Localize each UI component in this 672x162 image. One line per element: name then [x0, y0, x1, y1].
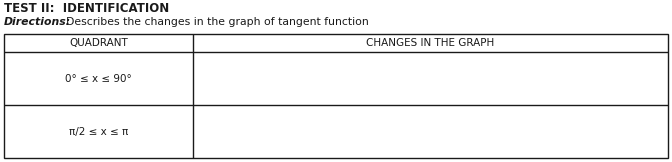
Text: QUADRANT: QUADRANT [69, 38, 128, 48]
Text: Describes the changes in the graph of tangent function: Describes the changes in the graph of ta… [59, 17, 369, 27]
Text: π/2 ≤ x ≤ π: π/2 ≤ x ≤ π [69, 127, 128, 137]
Text: CHANGES IN THE GRAPH: CHANGES IN THE GRAPH [366, 38, 495, 48]
Text: Directions:: Directions: [4, 17, 71, 27]
Text: TEST II:  IDENTIFICATION: TEST II: IDENTIFICATION [4, 2, 169, 15]
Text: 0° ≤ x ≤ 90°: 0° ≤ x ≤ 90° [65, 74, 132, 83]
